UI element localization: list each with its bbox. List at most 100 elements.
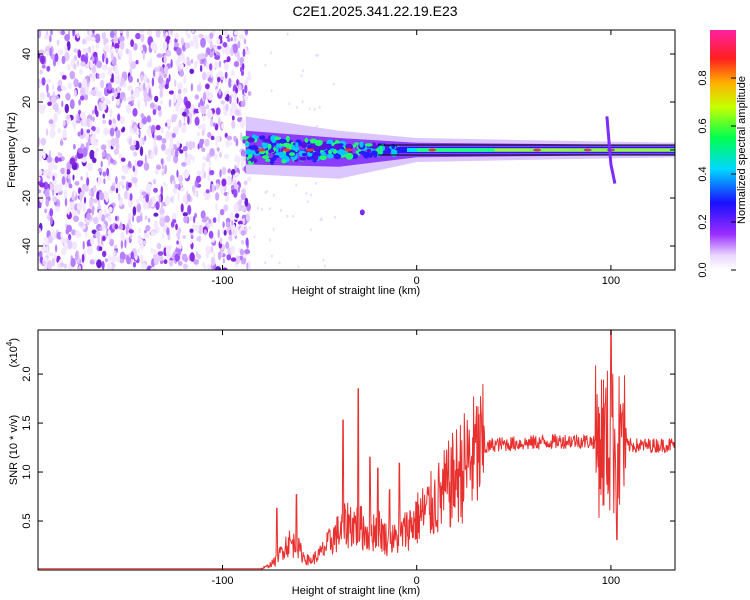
noise-blob	[64, 44, 68, 53]
spike-streak	[605, 116, 617, 184]
noise-blob	[148, 184, 153, 189]
noise-blob	[42, 150, 46, 159]
noise-blob	[119, 40, 125, 50]
noise-blob	[152, 108, 157, 116]
noise-blob	[157, 105, 162, 111]
noise-blob	[225, 221, 231, 228]
noise-blob	[103, 44, 110, 53]
noise-blob	[182, 111, 187, 117]
noise-blob	[64, 103, 70, 114]
noise-blob	[68, 183, 73, 189]
noise-blob	[82, 38, 86, 45]
noise-blob	[46, 156, 53, 163]
noise-blob	[189, 228, 194, 233]
noise-blob	[138, 30, 145, 34]
noise-blob	[197, 124, 203, 130]
noise-blob	[202, 92, 207, 102]
noise-blob	[77, 113, 80, 124]
noise-blob	[148, 88, 151, 98]
signal-blob	[345, 152, 354, 160]
noise-blob	[201, 129, 205, 136]
noise-blob	[91, 72, 96, 82]
noise-blob	[139, 146, 144, 157]
noise-blob	[134, 87, 140, 98]
noise-blob	[205, 245, 212, 255]
noise-blob	[159, 88, 164, 99]
noise-blob	[194, 60, 197, 69]
signal-blob	[313, 144, 320, 152]
noise-blob	[217, 213, 221, 224]
noise-blob	[333, 215, 336, 219]
noise-blob	[120, 240, 124, 249]
noise-blob	[63, 189, 68, 199]
noise-blob	[54, 156, 59, 164]
signal-blob	[252, 135, 259, 139]
noise-blob	[237, 220, 244, 225]
snr-scale-base: (x10	[8, 346, 20, 367]
noise-blob	[91, 207, 95, 216]
noise-blob	[222, 42, 228, 48]
noise-blob	[179, 69, 185, 77]
noise-blob	[154, 146, 158, 156]
noise-blob	[39, 69, 43, 75]
noise-blob	[78, 82, 82, 89]
noise-blob	[86, 208, 92, 214]
noise-blob	[186, 56, 190, 62]
noise-blob	[168, 90, 175, 95]
noise-blob	[94, 33, 101, 44]
noise-blob	[93, 216, 99, 225]
noise-blob	[163, 259, 168, 265]
noise-blob	[80, 95, 85, 101]
noise-blob	[165, 245, 170, 256]
noise-blob	[219, 169, 222, 178]
noise-blob	[166, 227, 170, 236]
noise-blob	[89, 36, 96, 42]
noise-blob	[209, 40, 213, 50]
noise-blob	[113, 148, 120, 155]
noise-blob	[89, 135, 96, 145]
noise-blob	[247, 260, 251, 270]
noise-blob	[116, 256, 121, 263]
noise-blob	[266, 189, 268, 193]
noise-blob	[232, 174, 236, 184]
noise-blob	[201, 72, 207, 81]
noise-blob	[73, 48, 79, 53]
noise-blob	[156, 164, 162, 170]
noise-blob	[106, 139, 110, 144]
noise-blob	[92, 116, 95, 122]
signal-blob	[291, 144, 296, 150]
noise-blob	[149, 57, 153, 66]
noise-blob	[239, 248, 244, 256]
noise-blob	[78, 221, 84, 227]
noise-blob	[46, 78, 52, 84]
noise-blob	[183, 115, 186, 123]
noise-blob	[155, 169, 159, 175]
noise-blob	[301, 69, 304, 73]
noise-blob	[139, 122, 144, 129]
noise-blob	[215, 179, 221, 184]
noise-blob	[112, 251, 115, 262]
noise-blob	[100, 79, 105, 89]
noise-blob	[315, 181, 318, 185]
x-tick-label: 100	[602, 275, 620, 287]
noise-blob	[190, 83, 193, 92]
noise-blob	[71, 210, 76, 218]
noise-blob	[40, 54, 45, 65]
noise-blob	[174, 184, 179, 189]
noise-blob	[237, 117, 242, 123]
noise-blob	[150, 41, 157, 50]
noise-blob	[107, 215, 112, 222]
noise-blob	[133, 151, 138, 157]
noise-blob	[95, 110, 99, 118]
noise-blob	[158, 84, 162, 90]
noise-blob	[107, 82, 112, 91]
noise-blob	[164, 83, 169, 90]
snr-ticks: -100 0 100 0.5 1.0 1.5 2.0	[21, 330, 675, 587]
noise-blob	[132, 165, 136, 172]
noise-blob	[94, 151, 98, 159]
noise-blob	[100, 73, 105, 79]
noise-blob	[92, 198, 98, 204]
noise-blob	[195, 175, 201, 183]
noise-blob	[247, 176, 252, 182]
noise-blob	[137, 99, 141, 110]
